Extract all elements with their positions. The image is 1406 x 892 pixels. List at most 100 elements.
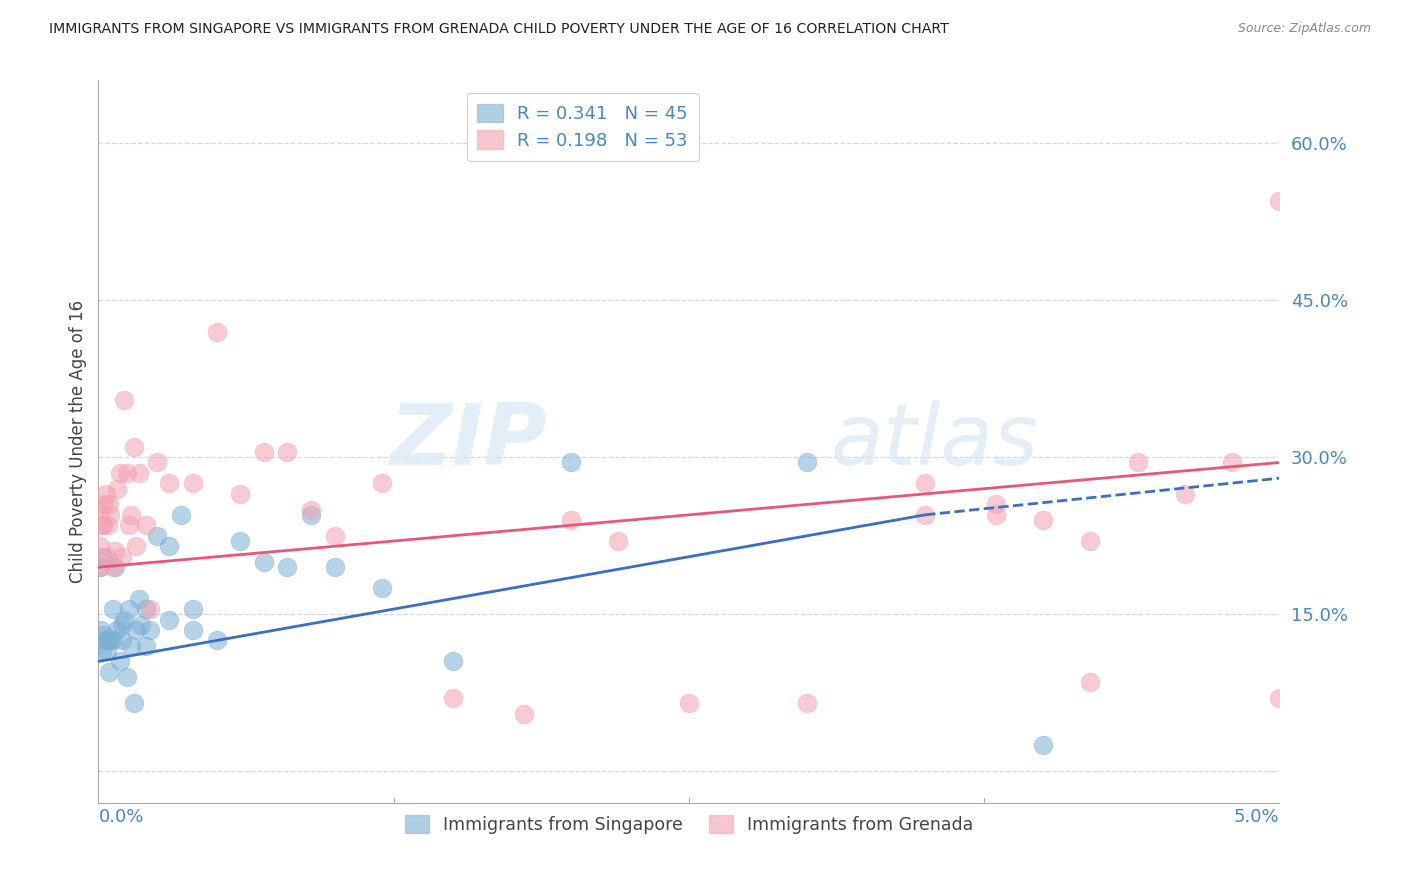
Point <box>299 502 322 516</box>
Point <box>139 623 162 637</box>
Point <box>121 639 143 653</box>
Point <box>104 544 127 558</box>
Point <box>105 482 128 496</box>
Point <box>205 325 228 339</box>
Text: ZIP: ZIP <box>389 400 547 483</box>
Point <box>105 623 128 637</box>
Point <box>91 644 114 658</box>
Point <box>914 508 936 522</box>
Point <box>128 591 150 606</box>
Point <box>111 633 134 648</box>
Point <box>1268 691 1291 706</box>
Point <box>181 476 204 491</box>
Point <box>128 466 150 480</box>
Point <box>135 518 157 533</box>
Y-axis label: Child Poverty Under the Age of 16: Child Poverty Under the Age of 16 <box>69 300 87 583</box>
Point <box>96 644 118 658</box>
Point <box>93 497 115 511</box>
Point <box>101 560 124 574</box>
Point <box>125 623 148 637</box>
Point <box>104 560 127 574</box>
Point <box>146 529 169 543</box>
Point <box>118 602 141 616</box>
Point <box>98 665 121 679</box>
Point <box>91 549 114 564</box>
Point <box>253 445 276 459</box>
Point <box>1220 455 1243 469</box>
Point <box>108 466 131 480</box>
Point <box>89 560 111 574</box>
Point <box>89 539 111 553</box>
Point <box>118 518 141 533</box>
Legend: Immigrants from Singapore, Immigrants from Grenada: Immigrants from Singapore, Immigrants fr… <box>398 808 980 841</box>
Point <box>125 539 148 553</box>
Point <box>122 696 145 710</box>
Point <box>607 534 630 549</box>
Text: 5.0%: 5.0% <box>1234 808 1279 826</box>
Point <box>157 539 180 553</box>
Point <box>111 549 134 564</box>
Point <box>96 549 118 564</box>
Point <box>170 508 193 522</box>
Point <box>93 628 115 642</box>
Point <box>323 529 346 543</box>
Point <box>101 633 124 648</box>
Point <box>299 508 322 522</box>
Point <box>1032 738 1054 752</box>
Point <box>135 639 157 653</box>
Point <box>371 581 394 595</box>
Point <box>1080 675 1102 690</box>
Point <box>253 555 276 569</box>
Point <box>560 513 582 527</box>
Point <box>157 476 180 491</box>
Point <box>115 466 138 480</box>
Point <box>129 617 152 632</box>
Point <box>112 613 135 627</box>
Point <box>229 534 252 549</box>
Point <box>157 613 180 627</box>
Point <box>112 392 135 407</box>
Point <box>441 691 464 706</box>
Point <box>1080 534 1102 549</box>
Point <box>146 455 169 469</box>
Point <box>108 655 131 669</box>
Point <box>323 560 346 574</box>
Point <box>97 518 120 533</box>
Point <box>91 518 114 533</box>
Point <box>115 670 138 684</box>
Point <box>90 623 112 637</box>
Point <box>89 560 111 574</box>
Point <box>205 633 228 648</box>
Point <box>90 502 112 516</box>
Point <box>914 476 936 491</box>
Point <box>1032 513 1054 527</box>
Point <box>984 497 1007 511</box>
Point <box>984 508 1007 522</box>
Point <box>1126 455 1149 469</box>
Point <box>1174 487 1197 501</box>
Text: Source: ZipAtlas.com: Source: ZipAtlas.com <box>1237 22 1371 36</box>
Point <box>98 497 121 511</box>
Point <box>122 440 145 454</box>
Text: atlas: atlas <box>831 400 1039 483</box>
Text: IMMIGRANTS FROM SINGAPORE VS IMMIGRANTS FROM GRENADA CHILD POVERTY UNDER THE AGE: IMMIGRANTS FROM SINGAPORE VS IMMIGRANTS … <box>49 22 949 37</box>
Point <box>1268 194 1291 208</box>
Point <box>94 633 117 648</box>
Point <box>276 560 298 574</box>
Point <box>441 655 464 669</box>
Point <box>229 487 252 501</box>
Point <box>181 623 204 637</box>
Point <box>121 508 143 522</box>
Point <box>98 508 121 522</box>
Point <box>101 602 124 616</box>
Point <box>678 696 700 710</box>
Text: 0.0%: 0.0% <box>98 808 143 826</box>
Point <box>796 455 818 469</box>
Point <box>98 633 121 648</box>
Point <box>371 476 394 491</box>
Point <box>135 602 157 616</box>
Point <box>91 518 114 533</box>
Point <box>796 696 818 710</box>
Point <box>512 706 534 721</box>
Point <box>276 445 298 459</box>
